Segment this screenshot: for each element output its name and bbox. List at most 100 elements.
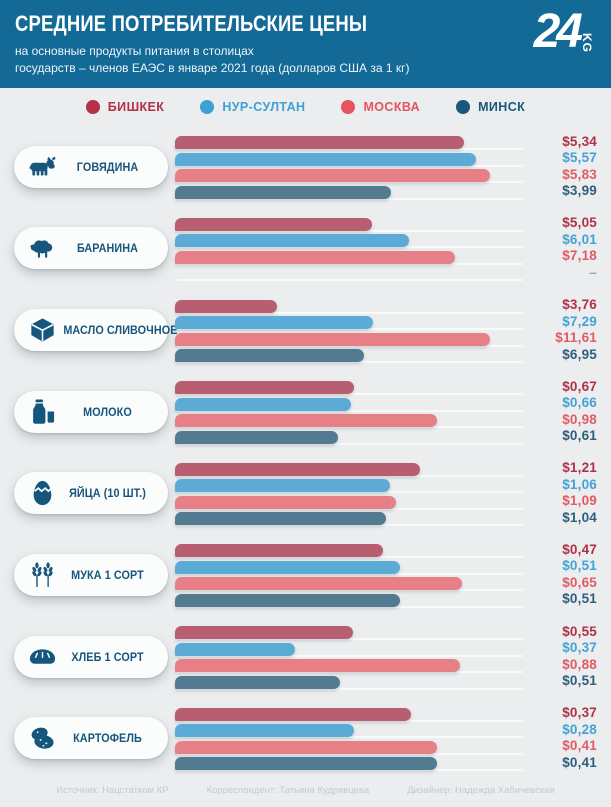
price-bar: [175, 185, 391, 199]
subtitle-line-1: на основные продукты питания в столицах: [15, 44, 254, 58]
price-value: $5,83: [562, 166, 597, 182]
egg-icon: [29, 480, 57, 506]
baseline-rule: [177, 197, 523, 200]
product-label-pill: МУКА 1 СОРТ: [14, 553, 168, 596]
cow-icon: [29, 154, 57, 180]
legend-dot-icon: [456, 100, 471, 114]
bar-row: $0,61: [175, 428, 597, 445]
product-group: МУКА 1 СОРТ $0,47 $0,51 $0,65 $0,51: [0, 536, 611, 614]
price-bar: [175, 544, 383, 558]
price-value: $0,67: [562, 378, 597, 394]
bar-row: $6,01: [175, 232, 597, 249]
baseline-rule: [177, 638, 523, 641]
footer-correspondent: Корреспондент: Татьяна Кудрявцева: [206, 784, 370, 796]
bar-group: $0,47 $0,51 $0,65 $0,51: [175, 542, 597, 608]
product-label-pill: МОЛОКО: [14, 390, 168, 433]
baseline-rule: [177, 229, 523, 232]
price-value: $6,95: [562, 346, 597, 362]
price-value: $0,37: [562, 705, 597, 721]
product-label-pill: ГОВЯДИНА: [14, 145, 168, 188]
baseline-rule: [177, 671, 523, 674]
product-label: БАРАНИНА: [76, 241, 139, 256]
baseline-rule: [177, 572, 523, 575]
price-bar: [175, 316, 373, 330]
legend-item: НУР-СУЛТАН: [200, 100, 305, 114]
baseline-rule: [177, 361, 523, 364]
sheep-icon: [29, 235, 57, 261]
bar-row: $1,09: [175, 493, 597, 510]
price-value: $6,01: [562, 231, 597, 247]
product-label: ГОВЯДИНА: [76, 159, 139, 174]
price-value: $0,41: [562, 754, 597, 770]
bar-row: $5,05: [175, 215, 597, 232]
baseline-rule: [177, 279, 523, 282]
price-value: $0,55: [562, 623, 597, 639]
price-bar: [175, 169, 490, 183]
product-group: ГОВЯДИНА $5,34 $5,57 $5,83 $3,99: [0, 128, 611, 206]
price-bar: [175, 479, 390, 493]
product-label-pill: ХЛЕБ 1 СОРТ: [14, 635, 168, 678]
baseline-rule: [177, 769, 523, 772]
page-subtitle: на основные продукты питания в столицах …: [15, 43, 595, 77]
product-label: МОЛОКО: [83, 404, 132, 419]
baseline-rule: [177, 328, 523, 331]
bar-row: $0,41: [175, 738, 597, 755]
price-value: $1,09: [562, 493, 597, 509]
baseline-rule: [177, 491, 523, 494]
bar-row: $1,04: [175, 510, 597, 527]
bar-row: $0,55: [175, 624, 597, 641]
product-group: БАРАНИНА $5,05 $6,01 $7,18 –: [0, 209, 611, 287]
price-value: $3,99: [562, 183, 597, 199]
bar-row: $0,67: [175, 379, 597, 396]
legend-dot-icon: [200, 100, 215, 114]
potato-icon: [29, 725, 57, 751]
bar-row: $5,34: [175, 134, 597, 151]
logo-24-text: 24: [533, 5, 583, 58]
bar-row: $0,51: [175, 673, 597, 690]
legend-item: БИШКЕК: [85, 100, 165, 114]
product-label: КАРТОФЕЛЬ: [73, 731, 142, 746]
bar-row: $11,61: [175, 330, 597, 347]
legend-dot-icon: [85, 100, 100, 114]
price-value: $0,41: [562, 738, 597, 754]
price-bar: [175, 397, 351, 411]
baseline-rule: [177, 164, 523, 167]
bar-row: $5,57: [175, 150, 597, 167]
logo-kg-text: KG: [580, 33, 594, 53]
bread-icon: [29, 644, 57, 670]
product-label: ХЛЕБ 1 СОРТ: [71, 649, 144, 664]
price-value: $3,76: [562, 297, 597, 313]
price-bar: [175, 299, 277, 313]
price-bar: [175, 250, 455, 264]
bar-row: $6,95: [175, 347, 597, 364]
bar-row: $7,29: [175, 314, 597, 331]
baseline-rule: [177, 556, 523, 559]
baseline-rule: [177, 442, 523, 445]
price-bar: [175, 332, 490, 346]
bar-row: $7,18: [175, 248, 597, 265]
baseline-rule: [177, 589, 523, 592]
legend-label: МОСКВА: [363, 100, 421, 114]
baseline-rule: [177, 148, 523, 151]
bar-row: $0,37: [175, 705, 597, 722]
price-value: $5,05: [562, 215, 597, 231]
baseline-rule: [177, 507, 523, 510]
product-group: МОЛОКО $0,67 $0,66 $0,98 $0,61: [0, 373, 611, 451]
baseline-rule: [177, 654, 523, 657]
price-bar: [175, 724, 354, 738]
product-group: МАСЛО СЛИВОЧНОЕ $3,76 $7,29 $11,61 $6,95: [0, 291, 611, 369]
price-value: $7,18: [562, 248, 597, 264]
bar-group: $3,76 $7,29 $11,61 $6,95: [175, 297, 597, 364]
bar-row: $1,21: [175, 460, 597, 477]
product-label-pill: КАРТОФЕЛЬ: [14, 717, 168, 760]
product-label-pill: БАРАНИНА: [14, 227, 168, 270]
baseline-rule: [177, 426, 523, 429]
butter-icon: [29, 317, 57, 343]
baseline-rule: [177, 311, 523, 314]
bar-row: $0,51: [175, 591, 597, 608]
legend-dot-icon: [341, 100, 356, 114]
price-bar: [175, 136, 464, 150]
baseline-rule: [177, 474, 523, 477]
bar-row: $0,51: [175, 558, 597, 575]
